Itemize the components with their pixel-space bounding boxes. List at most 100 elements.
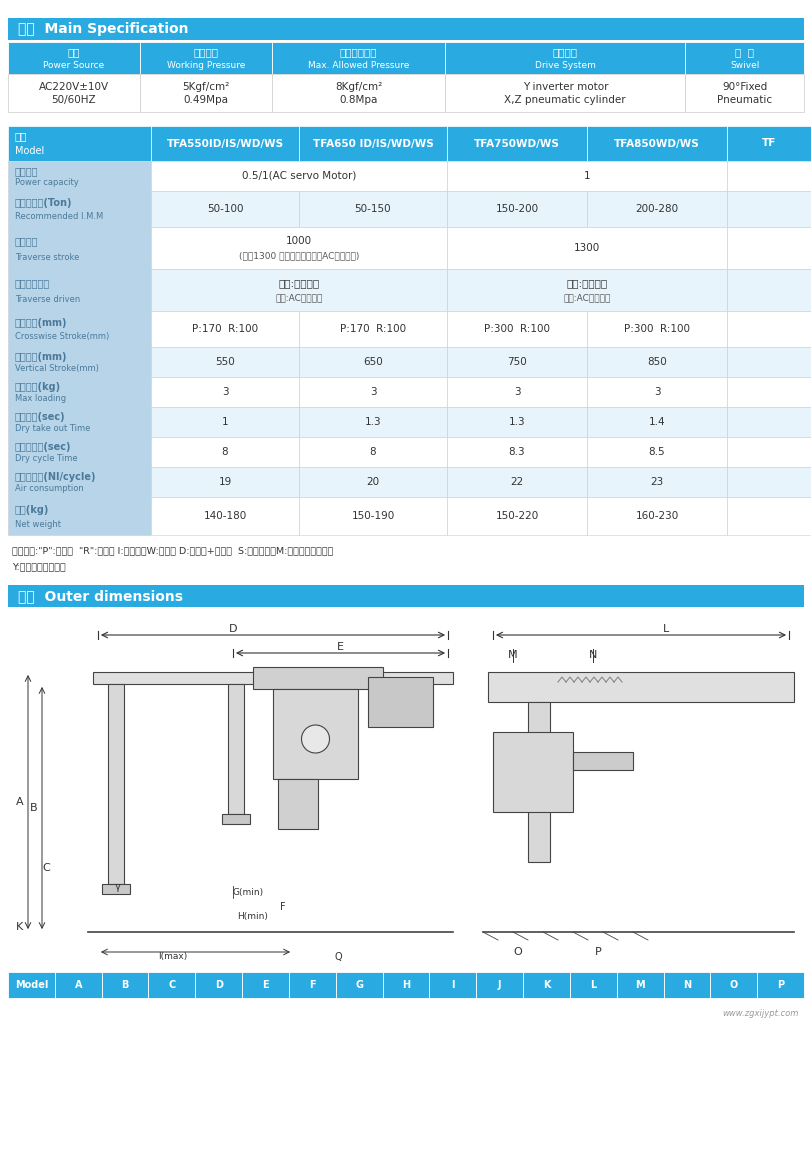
Bar (272, 74, 444, 111)
Text: 0.5/1(AC servo Motor): 0.5/1(AC servo Motor) (242, 171, 356, 182)
Bar (684, 74, 803, 111)
Text: γ: γ (115, 882, 121, 892)
Circle shape (301, 725, 329, 753)
Bar (151, 228, 446, 269)
Text: O: O (513, 947, 521, 957)
Bar (277, 779, 318, 828)
Bar (8, 498, 151, 535)
Bar (446, 311, 586, 347)
Bar (446, 377, 586, 407)
Bar (573, 751, 633, 770)
Text: 23: 23 (650, 477, 663, 487)
Text: P:300  R:100: P:300 R:100 (623, 324, 689, 334)
Bar (151, 347, 298, 377)
Text: 750: 750 (507, 357, 526, 367)
Bar (446, 407, 586, 437)
Bar (151, 311, 298, 347)
Text: Y inverter motor: Y inverter motor (522, 82, 607, 92)
Text: Model: Model (15, 146, 44, 156)
Bar (102, 884, 130, 894)
Bar (151, 126, 298, 161)
Text: 工作氣壓: 工作氣壓 (193, 47, 218, 57)
Bar (298, 126, 446, 161)
Bar (527, 702, 549, 862)
Bar (151, 269, 446, 311)
Bar (586, 126, 726, 161)
Text: B: B (30, 803, 38, 813)
Bar (298, 437, 446, 466)
Bar (367, 677, 432, 727)
Text: O: O (729, 980, 737, 990)
Text: TFA550ID/IS/WD/WS: TFA550ID/IS/WD/WS (166, 139, 283, 148)
Bar (298, 311, 446, 347)
Bar (382, 972, 429, 998)
Text: Crosswise Stroke(mm): Crosswise Stroke(mm) (15, 332, 109, 341)
Bar (586, 407, 726, 437)
Bar (55, 972, 101, 998)
Text: 空氣消耗量(Nl/cycle): 空氣消耗量(Nl/cycle) (15, 472, 97, 481)
Text: 電源: 電源 (67, 47, 80, 57)
Bar (139, 74, 272, 111)
Bar (298, 191, 446, 228)
Text: K: K (16, 921, 24, 932)
Bar (298, 377, 446, 407)
Bar (151, 466, 298, 498)
Bar (586, 347, 726, 377)
Text: 尺寸  Outer dimensions: 尺寸 Outer dimensions (18, 589, 182, 603)
Text: 550: 550 (215, 357, 234, 367)
Text: 8.3: 8.3 (508, 447, 525, 457)
Bar (726, 161, 811, 191)
Bar (8, 347, 151, 377)
Bar (151, 377, 298, 407)
Text: TF: TF (762, 139, 776, 148)
Text: D: D (214, 980, 222, 990)
Text: 选购:AC伺服马达: 选购:AC伺服马达 (275, 293, 322, 302)
Bar (242, 972, 289, 998)
Text: Y:橫行伺服马达驅動: Y:橫行伺服马达驅動 (12, 563, 66, 571)
Text: www.zgxijypt.com: www.zgxijypt.com (722, 1009, 798, 1018)
Text: Recommended I.M.M: Recommended I.M.M (15, 213, 103, 222)
Bar (586, 466, 726, 498)
Bar (522, 972, 569, 998)
Text: F: F (309, 980, 315, 990)
Bar (726, 498, 811, 535)
Text: N: N (682, 980, 690, 990)
Bar (8, 311, 151, 347)
Bar (726, 377, 811, 407)
Text: 8Kgf/cm²: 8Kgf/cm² (334, 82, 382, 92)
Text: 最大容許氣壓: 最大容許氣壓 (339, 47, 377, 57)
Text: I: I (451, 980, 454, 990)
Text: M: M (634, 980, 644, 990)
Text: 90°Fixed: 90°Fixed (721, 82, 766, 92)
Bar (298, 407, 446, 437)
Text: 150-200: 150-200 (495, 205, 538, 214)
Text: 8: 8 (221, 447, 228, 457)
Text: E: E (262, 980, 268, 990)
Text: 50-150: 50-150 (354, 205, 391, 214)
Bar (8, 74, 139, 111)
Bar (726, 466, 811, 498)
Text: 标准:变頻马达: 标准:变頻马达 (278, 278, 320, 288)
Text: 8: 8 (369, 447, 375, 457)
Bar (8, 407, 151, 437)
Text: 1300: 1300 (573, 242, 599, 253)
Bar (726, 269, 811, 311)
Text: 150-220: 150-220 (495, 511, 538, 520)
Bar (8, 437, 151, 466)
Text: B: B (121, 980, 129, 990)
Text: J: J (497, 980, 500, 990)
Bar (446, 498, 586, 535)
Text: 規格  Main Specification: 規格 Main Specification (18, 22, 188, 36)
Text: 22: 22 (510, 477, 523, 487)
Text: 橫行行程: 橫行行程 (15, 236, 38, 246)
Text: 3: 3 (653, 387, 659, 398)
Bar (726, 228, 811, 269)
Bar (8, 466, 151, 498)
Bar (586, 437, 726, 466)
Bar (446, 228, 726, 269)
Text: Swivel: Swivel (729, 61, 758, 70)
Bar (446, 269, 726, 311)
Bar (195, 972, 242, 998)
Bar (487, 672, 793, 702)
Bar (151, 161, 446, 191)
